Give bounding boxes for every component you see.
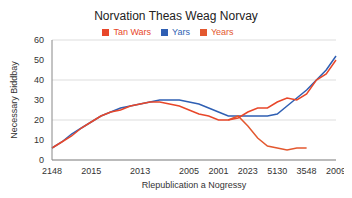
svg-text:Rlepublication a Nogressy: Rlepublication a Nogressy (142, 180, 247, 190)
svg-text:2005: 2005 (179, 166, 199, 176)
svg-text:2013: 2013 (130, 166, 150, 176)
svg-text:2023: 2023 (238, 166, 258, 176)
svg-text:2009: 2009 (326, 166, 344, 176)
svg-text:2148: 2148 (42, 166, 62, 176)
html-text:Years: Years (210, 27, 234, 37)
svg-text:0: 0 (39, 155, 44, 165)
svg-text:60: 60 (34, 35, 44, 45)
svg-text:3548: 3548 (297, 166, 317, 176)
svg-text:10: 10 (34, 135, 44, 145)
svg-text:2001: 2001 (208, 166, 228, 176)
html-text:Tan Wars: Tan Wars (113, 27, 152, 37)
svg-text:2015: 2015 (81, 166, 101, 176)
html-text:Norvation Theas Weag Norvay: Norvation Theas Weag Norvay (94, 9, 258, 23)
svg-text:40: 40 (34, 75, 44, 85)
svg-text:Necessary Biddbay: Necessary Biddbay (9, 61, 19, 139)
svg-text:20: 20 (34, 115, 44, 125)
svg-text:5130: 5130 (267, 166, 287, 176)
svg-text:50: 50 (34, 55, 44, 65)
svg-text:30: 30 (34, 95, 44, 105)
html-text:Yars: Yars (172, 27, 190, 37)
